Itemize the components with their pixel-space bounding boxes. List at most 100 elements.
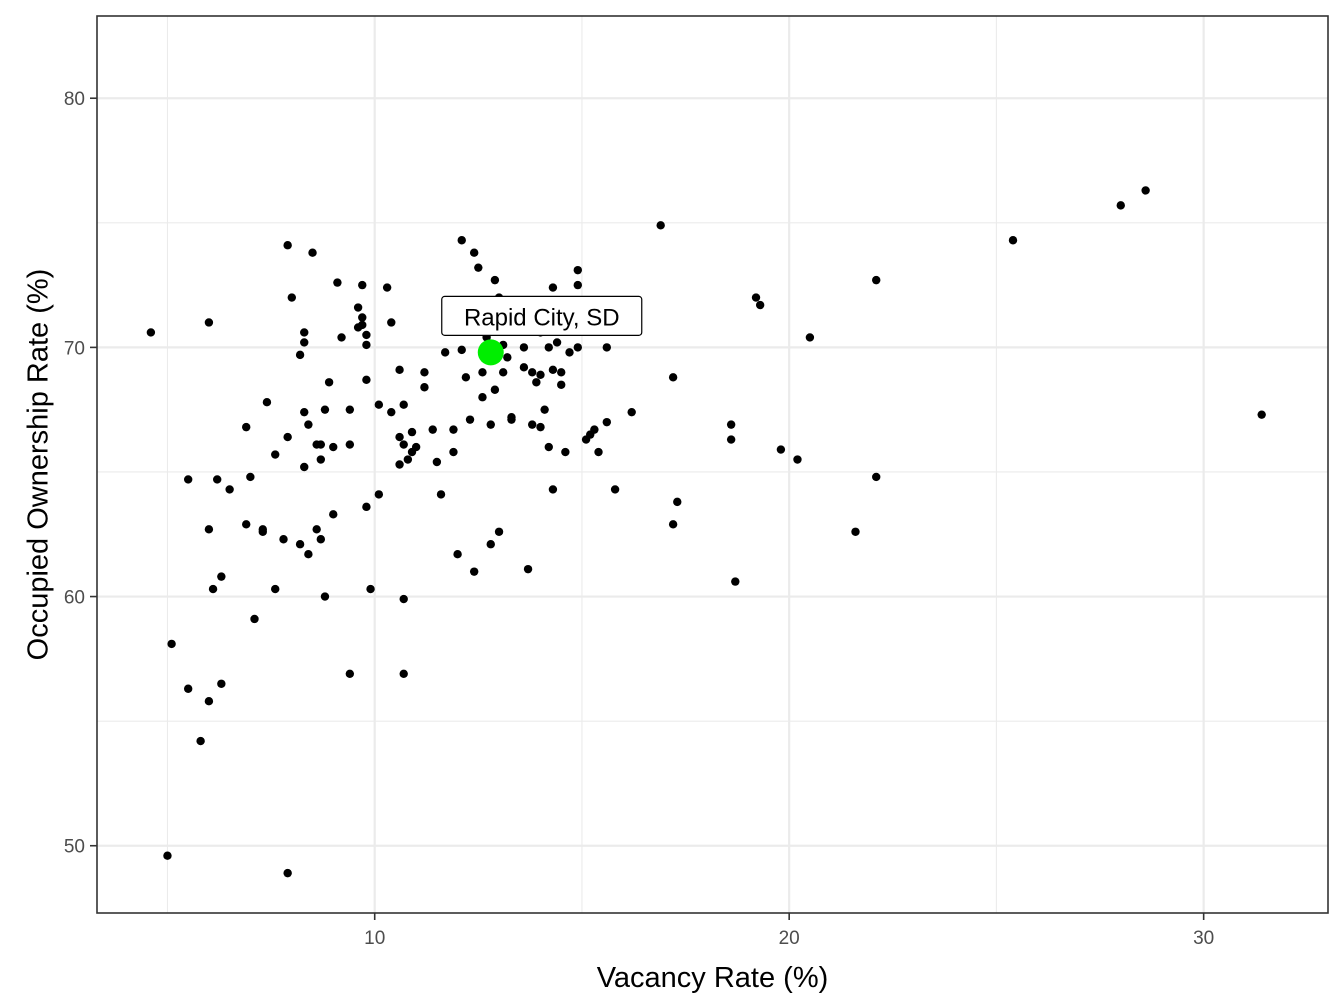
data-point (436, 490, 446, 499)
data-point (316, 535, 326, 544)
data-point (374, 490, 384, 499)
x-tick-label: 30 (1193, 928, 1214, 949)
data-point (399, 400, 408, 409)
data-point (751, 293, 761, 302)
data-point (242, 422, 251, 432)
data-point (345, 669, 355, 678)
data-point (399, 440, 408, 449)
data-point (503, 353, 512, 362)
data-point (304, 420, 313, 429)
data-point (532, 378, 541, 387)
data-point (755, 300, 765, 310)
y-axis-title: Occupied Ownership Rate (%) (23, 269, 55, 661)
data-point (329, 442, 338, 452)
data-point (1008, 236, 1018, 245)
data-point (573, 343, 582, 352)
data-point (544, 343, 553, 352)
data-point (362, 502, 371, 512)
data-point (851, 527, 860, 536)
data-point (320, 592, 330, 601)
data-point (486, 420, 495, 429)
data-point (494, 527, 504, 536)
data-point (548, 365, 558, 375)
data-point (242, 520, 251, 529)
data-point (387, 407, 396, 417)
data-point (457, 345, 466, 355)
axes: 10 20 30 50 60 70 80 (64, 89, 1214, 949)
data-point (316, 455, 326, 464)
data-point (387, 318, 396, 327)
annotation: Rapid City, SD (441, 295, 643, 366)
data-point (528, 368, 537, 377)
data-point (411, 442, 421, 452)
y-tick-label: 50 (64, 837, 85, 858)
data-point (540, 405, 549, 414)
data-point (300, 462, 309, 472)
data-point (557, 368, 566, 377)
data-point (279, 535, 288, 544)
data-point (519, 363, 529, 372)
data-point (163, 851, 172, 860)
data-point (295, 350, 305, 360)
data-point (776, 445, 786, 454)
x-tick-label: 20 (779, 928, 800, 949)
data-point (320, 405, 330, 414)
data-point (362, 330, 371, 340)
data-point (590, 425, 599, 434)
data-point (333, 278, 342, 287)
data-point (469, 248, 479, 257)
data-point (490, 275, 500, 285)
data-point (358, 313, 367, 322)
data-point (432, 457, 442, 467)
data-point (805, 333, 815, 342)
data-point (420, 368, 429, 377)
data-point (490, 385, 500, 394)
annotation-label-box (441, 295, 643, 336)
data-point (565, 348, 574, 357)
data-point (872, 275, 881, 285)
data-point (295, 540, 305, 549)
data-point (204, 318, 214, 327)
data-point (217, 572, 226, 581)
data-point (478, 393, 487, 402)
data-point (146, 328, 156, 337)
data-point (726, 435, 736, 444)
data-point (594, 447, 603, 457)
data-point (726, 420, 736, 429)
data-point (428, 425, 437, 434)
data-point (316, 440, 326, 449)
data-point (287, 293, 297, 302)
data-point (1257, 410, 1266, 419)
data-point (407, 427, 417, 437)
data-point (457, 236, 466, 245)
data-point (204, 525, 214, 534)
data-point (283, 241, 292, 250)
data-point (673, 497, 682, 507)
data-point (374, 400, 384, 409)
data-point (420, 383, 429, 392)
data-point (627, 407, 636, 417)
y-tick-label: 70 (64, 338, 85, 359)
data-point (382, 283, 392, 292)
data-point (557, 380, 566, 389)
data-point (602, 417, 612, 427)
data-point (208, 584, 218, 594)
data-point (204, 697, 214, 706)
data-point (312, 525, 321, 534)
data-point (536, 370, 545, 379)
data-point (167, 639, 176, 649)
data-point (300, 328, 309, 337)
data-point (300, 338, 309, 347)
panel-border (96, 15, 1329, 914)
data-point (1141, 186, 1150, 195)
data-point (258, 525, 267, 534)
data-point (271, 450, 280, 459)
data-point (196, 736, 205, 746)
data-point (362, 340, 371, 350)
data-point (262, 398, 272, 407)
data-point (486, 540, 495, 549)
data-point (465, 415, 475, 424)
data-point (395, 460, 404, 469)
